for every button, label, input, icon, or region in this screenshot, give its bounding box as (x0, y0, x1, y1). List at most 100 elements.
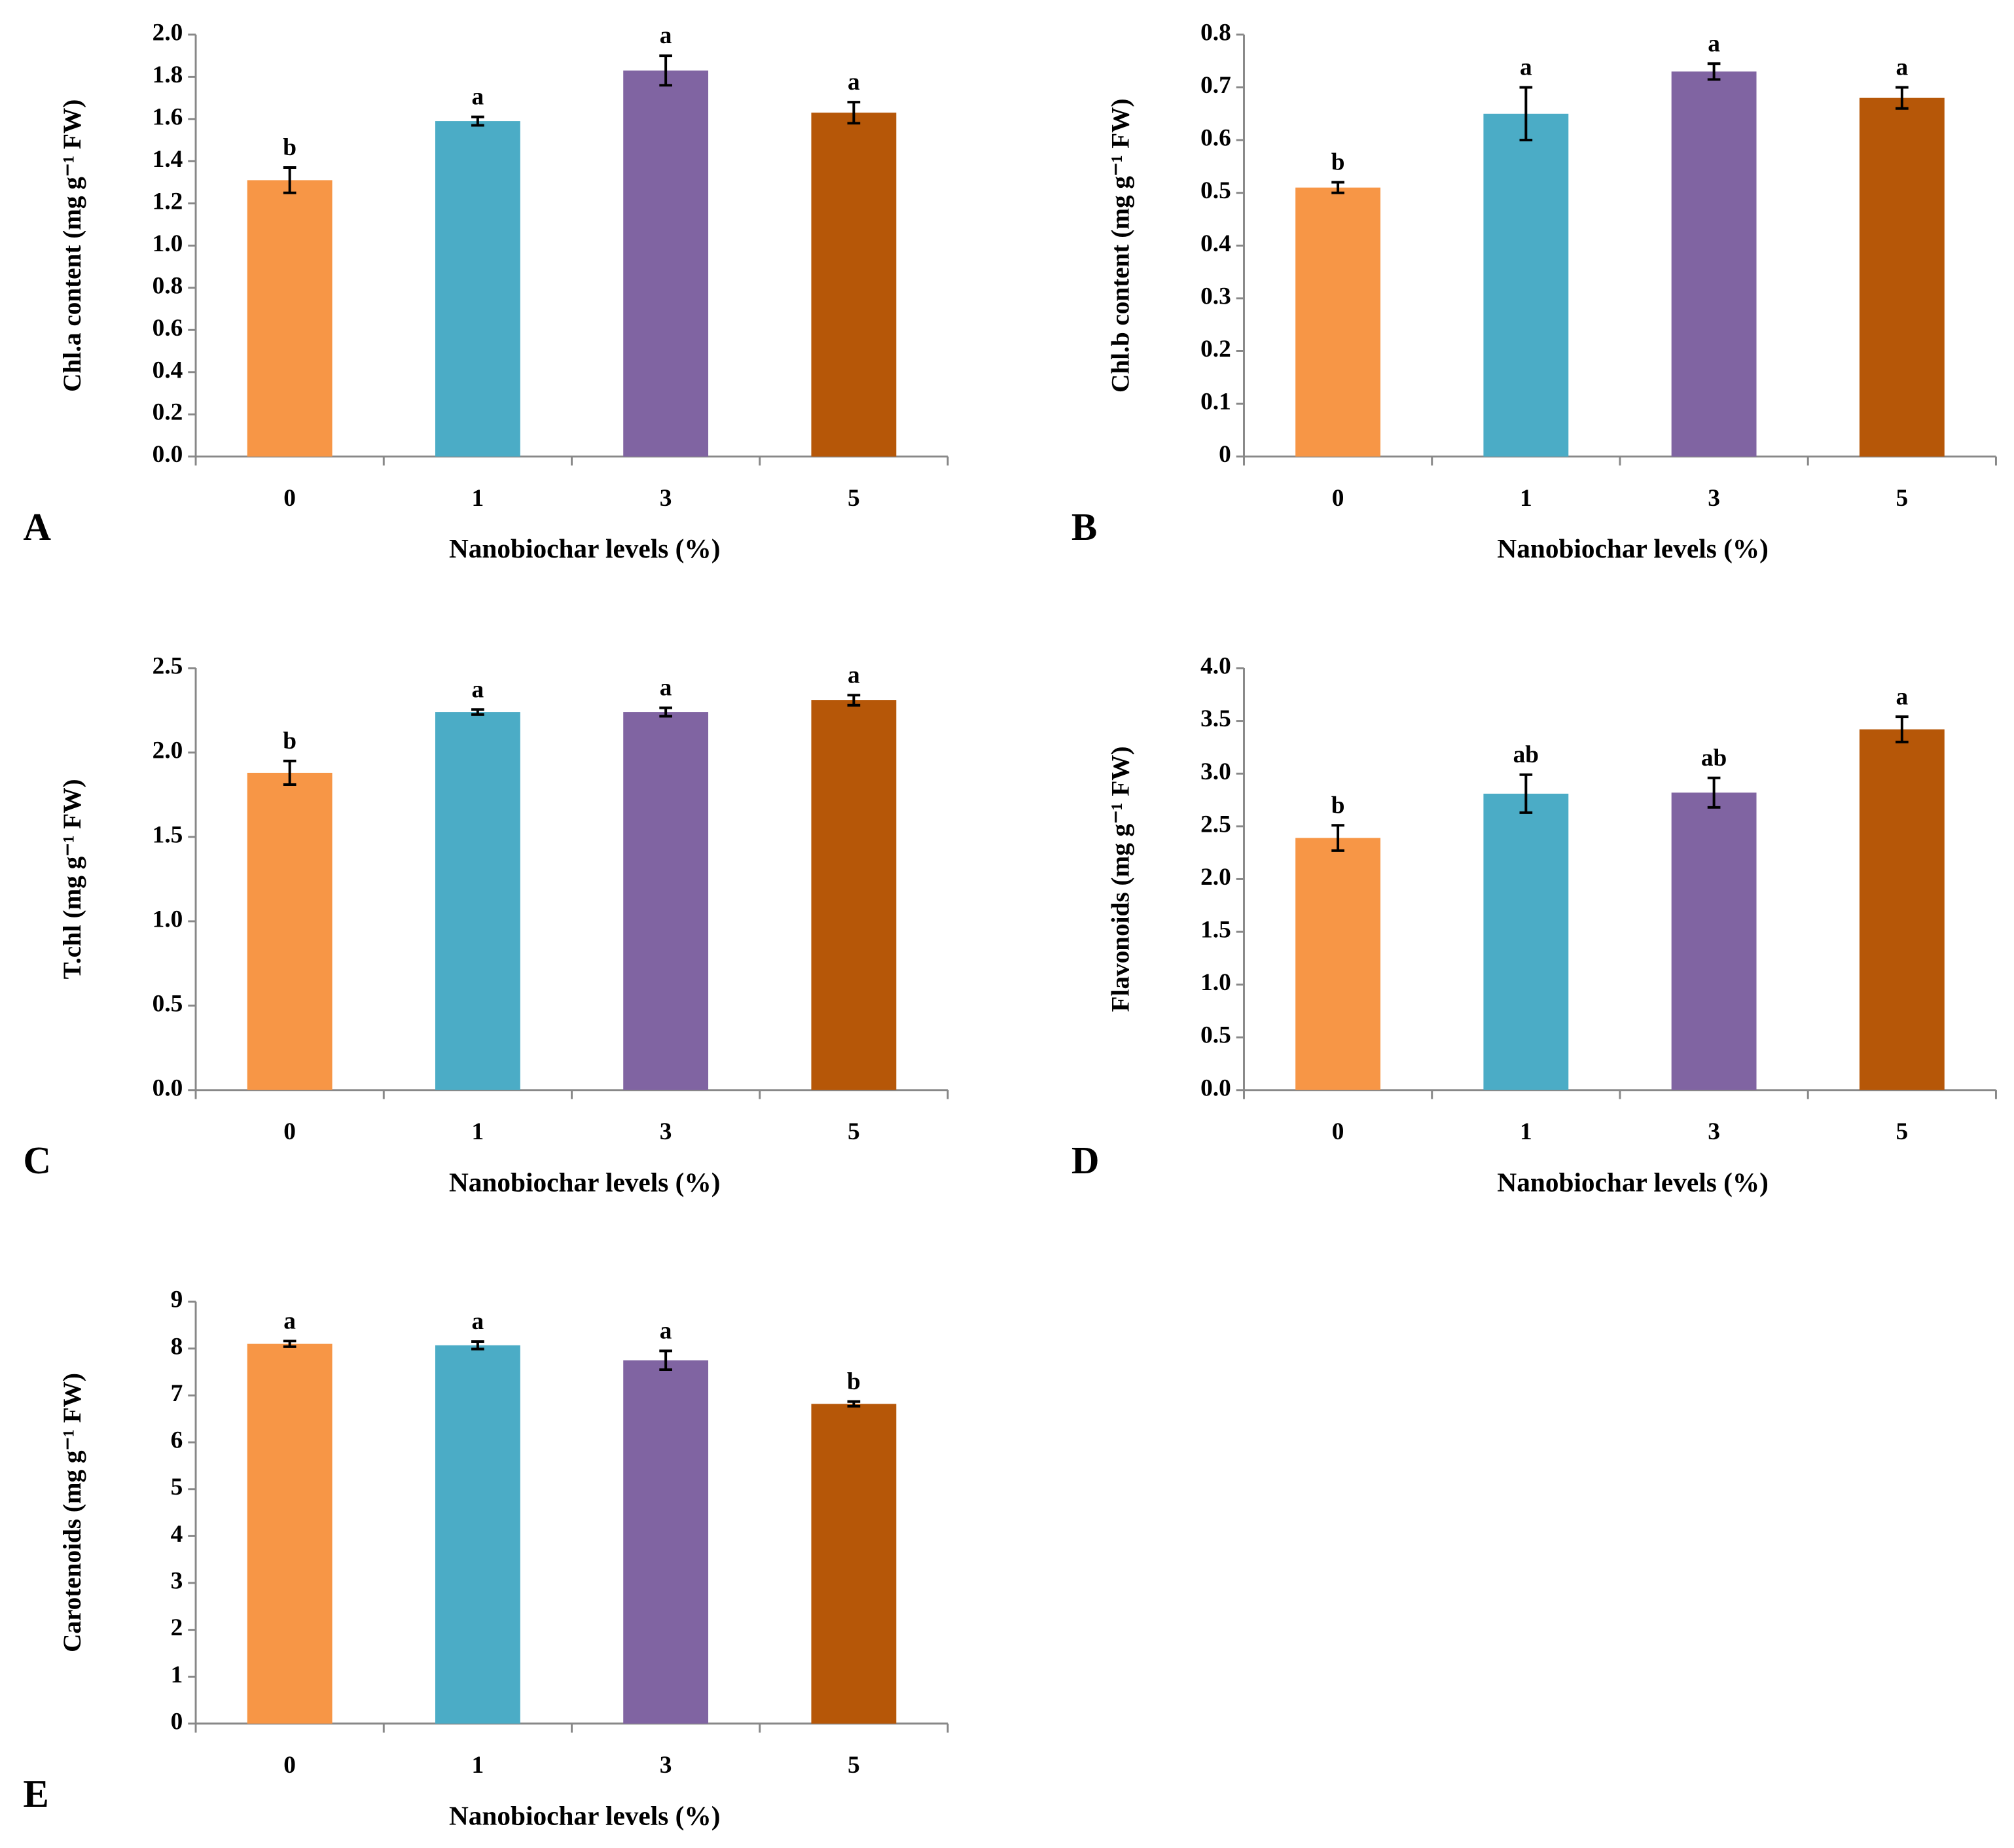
error-bar (283, 759, 297, 786)
y-axis-title: Chl.a content (mg g⁻¹ FW) (58, 99, 86, 392)
panel-label: B (1071, 506, 1097, 548)
bar (623, 712, 709, 1090)
error-bar (1707, 62, 1721, 81)
x-tick-label: 1 (472, 1752, 484, 1779)
error-bar (283, 166, 297, 194)
x-tick-label: 0 (283, 485, 296, 512)
chart-panel: 0.0 0.5 1.0 1.5 2.0 2.5 0 b 1 a 3 a 5 a Nanobiochar le… (23, 653, 949, 1198)
y-tick-label: 0.6 (153, 315, 183, 342)
significance-letter: a (1896, 54, 1908, 81)
error-bar (1896, 86, 1909, 110)
panel-label: E (23, 1773, 48, 1815)
x-tick-label: 0 (1332, 1118, 1344, 1145)
chart-panel: 0 1 2 3 4 5 6 7 8 9 0 a 1 a 3 a 5 b Nanobiochar levels (%)… (23, 1287, 949, 1831)
significance-letter: a (283, 1307, 296, 1334)
y-tick-label: 0.4 (1200, 230, 1231, 257)
x-tick-label: 1 (1520, 1118, 1532, 1145)
significance-letter: a (848, 662, 860, 688)
error-bar (659, 706, 672, 718)
bar (811, 1404, 897, 1724)
y-tick-label: 5 (171, 1474, 183, 1501)
y-tick-label: 0.5 (1200, 1022, 1231, 1049)
y-tick-label: 0.4 (153, 357, 183, 383)
bar (1671, 792, 1757, 1090)
x-tick-label: 1 (1520, 485, 1532, 512)
significance-letter: b (1331, 792, 1345, 819)
bar (1295, 838, 1381, 1090)
y-tick-label: 0.5 (1200, 177, 1231, 204)
x-tick-label: 0 (1332, 485, 1344, 512)
significance-letter: a (848, 69, 860, 96)
y-tick-label: 1.0 (1200, 969, 1231, 996)
x-tick-label: 5 (1896, 1118, 1908, 1145)
y-tick-label: 2.0 (1200, 864, 1231, 891)
y-axis-title: Carotenoids (mg g⁻¹ FW) (58, 1373, 86, 1652)
significance-letter: b (283, 134, 297, 161)
x-tick-label: 5 (1896, 485, 1908, 512)
significance-letter: ab (1701, 745, 1727, 772)
x-axis-title: Nanobiochar levels (%) (1497, 533, 1769, 564)
significance-letter: a (1520, 54, 1532, 81)
y-tick-label: 3.0 (1200, 758, 1231, 785)
bar (1859, 98, 1945, 457)
x-tick-label: 3 (1708, 1118, 1720, 1145)
x-axis-title: Nanobiochar levels (%) (1497, 1167, 1769, 1198)
y-tick-label: 3.5 (1200, 705, 1231, 732)
x-axis-title: Nanobiochar levels (%) (449, 1800, 721, 1831)
x-axis-title: Nanobiochar levels (%) (449, 533, 721, 564)
y-tick-label: 0.0 (153, 441, 183, 468)
error-bar (283, 1340, 297, 1348)
significance-letter: a (660, 22, 672, 49)
significance-letter: a (472, 84, 484, 111)
bar (811, 113, 897, 457)
y-axis-title: Chl.b content (mg g⁻¹ FW) (1107, 99, 1135, 393)
x-tick-label: 5 (848, 1752, 860, 1779)
y-tick-label: 1.5 (1200, 917, 1231, 944)
y-tick-label: 0.0 (1200, 1075, 1231, 1101)
error-bar (1896, 715, 1909, 743)
error-bar (847, 694, 861, 707)
significance-letter: b (847, 1368, 861, 1395)
error-bar (847, 101, 861, 125)
panel-label: D (1071, 1139, 1100, 1182)
panel-label: C (23, 1139, 51, 1182)
x-tick-label: 3 (1708, 485, 1720, 512)
x-axis-title: Nanobiochar levels (%) (449, 1167, 721, 1198)
x-tick-label: 3 (660, 1118, 672, 1145)
y-axis-title: T.chl (mg g⁻¹ FW) (58, 779, 86, 979)
error-bar (1707, 776, 1721, 809)
y-tick-label: 0 (1219, 441, 1231, 468)
y-tick-label: 0.2 (153, 399, 183, 426)
y-tick-label: 2.0 (153, 20, 183, 46)
bar (1859, 729, 1945, 1090)
y-tick-label: 3 (171, 1568, 183, 1595)
y-tick-label: 6 (171, 1427, 183, 1454)
bar (435, 1345, 520, 1724)
y-tick-label: 1.0 (153, 230, 183, 257)
y-tick-label: 9 (171, 1287, 183, 1313)
y-tick-label: 0.7 (1200, 72, 1231, 99)
significance-letter: a (1708, 30, 1720, 57)
panel-label: A (23, 506, 51, 548)
error-bar (659, 1349, 672, 1371)
bar (1483, 793, 1569, 1090)
y-tick-label: 0.1 (1200, 389, 1231, 416)
chart-panel: 0.0 0.5 1.0 1.5 2.0 2.5 3.0 3.5 4.0 0 b 1 ab 3 ab 5 a Nan… (1071, 653, 1997, 1198)
x-tick-label: 1 (472, 1118, 484, 1145)
bar (1295, 187, 1381, 457)
y-tick-label: 1.5 (153, 822, 183, 849)
y-tick-label: 4 (171, 1521, 183, 1548)
y-tick-label: 0.6 (1200, 125, 1231, 152)
significance-letter: a (660, 675, 672, 702)
error-bar (1519, 86, 1533, 142)
x-tick-label: 5 (848, 1118, 860, 1145)
bar (435, 712, 520, 1090)
significance-letter: a (472, 1308, 484, 1335)
y-tick-label: 2.5 (153, 653, 183, 680)
significance-letter: b (283, 728, 297, 755)
error-bar (1519, 773, 1533, 814)
y-axis-title: Flavonoids (mg g⁻¹ FW) (1107, 746, 1135, 1012)
y-tick-label: 0.0 (153, 1075, 183, 1101)
chart-panel: 0.0 0.2 0.4 0.6 0.8 1.0 1.2 1.4 1.6 1.8 2.0 0 b 1 a 3 a 5… (23, 20, 949, 564)
